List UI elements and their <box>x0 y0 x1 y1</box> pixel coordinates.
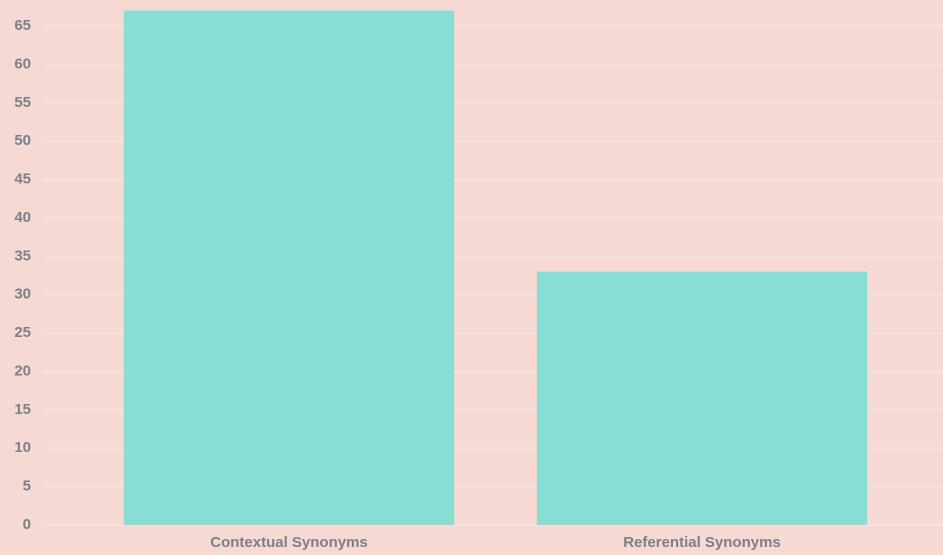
y-tick-label: 50 <box>14 132 31 149</box>
y-tick-label: 60 <box>14 55 31 72</box>
x-tick-label: Referential Synonyms <box>623 534 781 551</box>
bar <box>536 271 868 525</box>
y-tick-label: 15 <box>14 401 31 418</box>
y-tick-label: 30 <box>14 286 31 303</box>
y-tick-label: 45 <box>14 171 31 188</box>
x-tick-label: Contextual Synonyms <box>210 534 368 551</box>
y-tick-label: 5 <box>23 478 31 495</box>
y-tick-label: 55 <box>14 94 31 111</box>
y-tick-label: 65 <box>14 17 31 34</box>
y-tick-label: 20 <box>14 362 31 379</box>
y-tick-label: 40 <box>14 209 31 226</box>
y-tick-label: 35 <box>14 247 31 264</box>
y-tick-label: 10 <box>14 439 31 456</box>
y-tick-label: 25 <box>14 324 31 341</box>
bar <box>123 10 455 526</box>
y-tick-label: 0 <box>23 516 31 533</box>
